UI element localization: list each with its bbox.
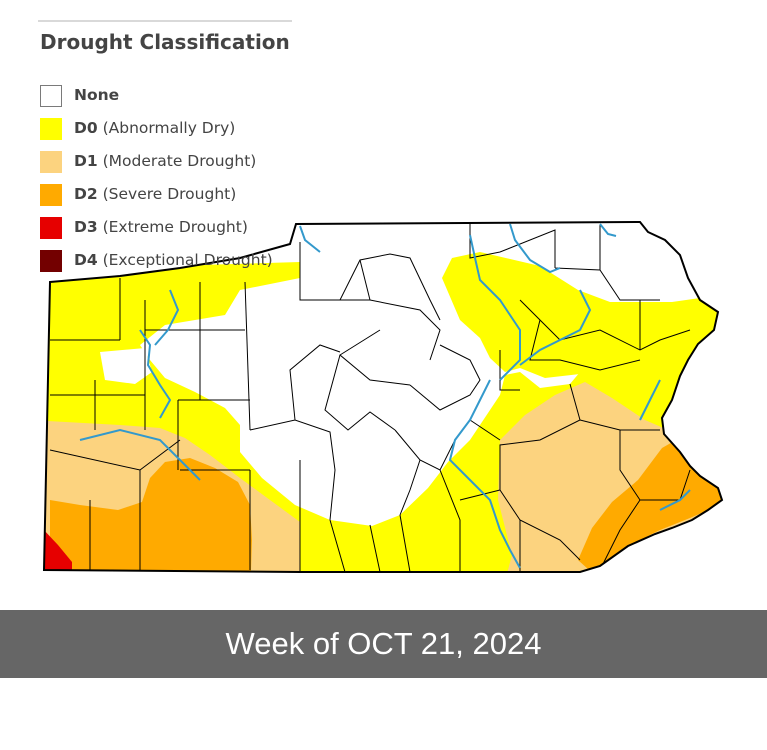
legend-item-code: D4 bbox=[74, 251, 98, 269]
legend-item-label: (Moderate Drought) bbox=[102, 152, 257, 170]
legend-item: D4 (Exceptional Drought) bbox=[40, 248, 296, 274]
legend-item-text: D2 (Severe Drought) bbox=[74, 185, 236, 203]
legend-item: D0 (Abnormally Dry) bbox=[40, 116, 296, 142]
legend-item: None bbox=[40, 83, 296, 109]
legend-item: D3 (Extreme Drought) bbox=[40, 215, 296, 241]
legend-item-code: D3 bbox=[74, 218, 98, 236]
legend-item-code: D1 bbox=[74, 152, 98, 170]
legend-divider bbox=[38, 20, 292, 22]
state-border bbox=[42, 220, 724, 573]
week-label: Week of OCT 21, 2024 bbox=[225, 626, 542, 661]
legend-swatch bbox=[40, 151, 62, 173]
legend-title: Drought Classification bbox=[40, 30, 290, 54]
d0-area-northeast bbox=[442, 252, 722, 420]
d3-area-southwest bbox=[44, 525, 72, 572]
legend-item-label: (Abnormally Dry) bbox=[102, 119, 236, 137]
none-area-northwest bbox=[100, 348, 152, 384]
legend-item-label: None bbox=[74, 86, 120, 104]
legend-swatch bbox=[40, 85, 62, 107]
legend-item-label: (Exceptional Drought) bbox=[102, 251, 273, 269]
legend-swatch bbox=[40, 217, 62, 239]
legend-swatch bbox=[40, 250, 62, 272]
pennsylvania-map bbox=[42, 220, 724, 573]
legend-item-text: D1 (Moderate Drought) bbox=[74, 152, 256, 170]
legend-item-label: (Severe Drought) bbox=[102, 185, 237, 203]
legend-item-code: D0 bbox=[74, 119, 98, 137]
legend-item-text: None bbox=[74, 86, 119, 104]
legend-swatch bbox=[40, 118, 62, 140]
legend-item: D2 (Severe Drought) bbox=[40, 182, 296, 208]
legend-item-code: D2 bbox=[74, 185, 98, 203]
legend-item-label: (Extreme Drought) bbox=[102, 218, 248, 236]
d2-area-southwest bbox=[50, 458, 252, 572]
legend-item-text: D3 (Extreme Drought) bbox=[74, 218, 248, 236]
d2-area-southeast bbox=[578, 440, 722, 572]
footer-band: Week of OCT 21, 2024 bbox=[0, 610, 767, 678]
legend-item: D1 (Moderate Drought) bbox=[40, 149, 296, 175]
legend-swatch bbox=[40, 184, 62, 206]
legend-item-text: D0 (Abnormally Dry) bbox=[74, 119, 235, 137]
legend-item-text: D4 (Exceptional Drought) bbox=[74, 251, 273, 269]
drought-map bbox=[42, 220, 724, 573]
county-lines bbox=[49, 222, 691, 572]
rivers bbox=[79, 223, 691, 569]
